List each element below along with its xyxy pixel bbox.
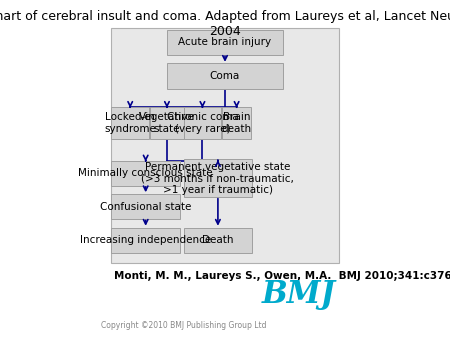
Text: Flow chart of cerebral insult and coma. Adapted from Laureys et al, Lancet Neuro: Flow chart of cerebral insult and coma. …: [0, 10, 450, 38]
FancyBboxPatch shape: [112, 28, 338, 263]
Text: Increasing independence: Increasing independence: [80, 235, 212, 245]
FancyBboxPatch shape: [167, 30, 283, 55]
Text: Permanent vegetative state
(>3 months if non-traumatic,
>1 year if traumatic): Permanent vegetative state (>3 months if…: [141, 162, 294, 195]
FancyBboxPatch shape: [150, 107, 184, 139]
Text: Vegetative
state: Vegetative state: [139, 112, 195, 134]
FancyBboxPatch shape: [184, 159, 252, 197]
Text: Brain
death: Brain death: [221, 112, 252, 134]
Text: Coma: Coma: [210, 71, 240, 81]
Text: Copyright ©2010 BMJ Publishing Group Ltd: Copyright ©2010 BMJ Publishing Group Ltd: [101, 321, 267, 330]
Text: Monti, M. M., Laureys S., Owen, M.A.  BMJ 2010;341:c3765: Monti, M. M., Laureys S., Owen, M.A. BMJ…: [114, 271, 450, 281]
FancyBboxPatch shape: [184, 228, 252, 253]
Text: Confusional state: Confusional state: [100, 202, 191, 212]
FancyBboxPatch shape: [222, 107, 251, 139]
Text: Chronic coma
(very rare): Chronic coma (very rare): [166, 112, 238, 134]
Text: Minimally conscious state: Minimally conscious state: [78, 168, 213, 178]
Text: Locked-in
syndrome: Locked-in syndrome: [104, 112, 156, 134]
FancyBboxPatch shape: [184, 107, 221, 139]
FancyBboxPatch shape: [167, 64, 283, 89]
FancyBboxPatch shape: [112, 161, 180, 186]
Text: Death: Death: [202, 235, 234, 245]
Text: Acute brain injury: Acute brain injury: [179, 38, 271, 47]
FancyBboxPatch shape: [112, 228, 180, 253]
Text: BMJ: BMJ: [262, 279, 336, 310]
FancyBboxPatch shape: [112, 194, 180, 219]
FancyBboxPatch shape: [112, 107, 149, 139]
